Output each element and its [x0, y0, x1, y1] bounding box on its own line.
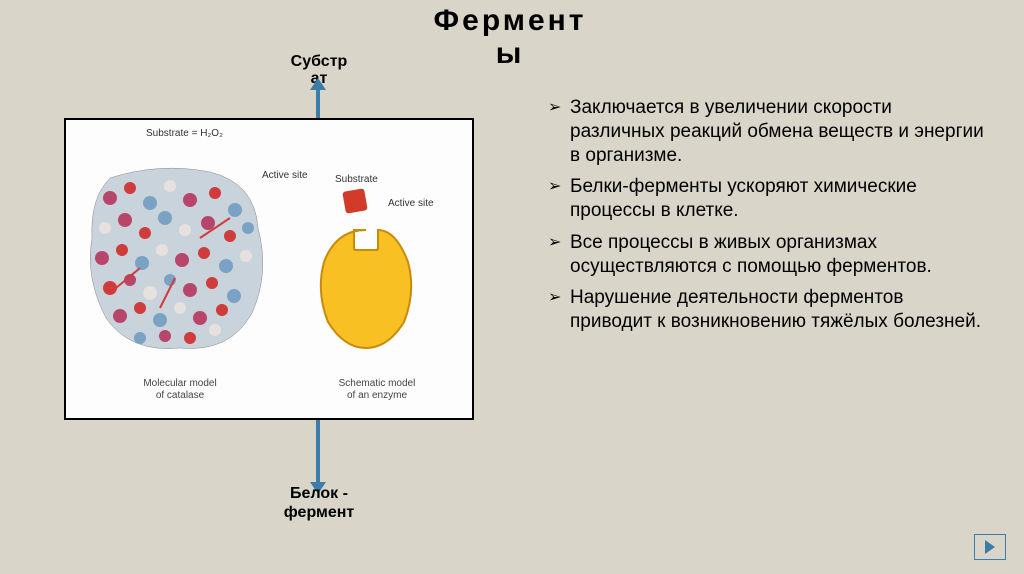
bullet-item: Белки-ферменты ускоряют химические проце… [548, 175, 988, 223]
substrate-icon [342, 188, 367, 213]
bullet-item: Нарушение деятельности ферментов приводи… [548, 286, 988, 334]
bullet-item: Заключается в увеличении скорости различ… [548, 96, 988, 167]
active-site-label-1: Active site [262, 170, 308, 181]
active-site-label-2: Active site [388, 198, 434, 209]
diagram-substrate-formula: Substrate = H₂O₂ [146, 128, 223, 139]
protein-enzyme-label: Белок -фермент [274, 484, 364, 522]
slide: Ферменты Субстрат Substrate = H₂O₂ [0, 0, 1024, 574]
enzyme-diagram: Substrate = H₂O₂ [64, 118, 474, 420]
bullet-list: Заключается в увеличении скорости различ… [548, 96, 988, 334]
slide-title: Ферменты [360, 4, 660, 70]
enzyme-icon [316, 222, 416, 350]
bullet-panel: Заключается в увеличении скорости различ… [548, 96, 988, 342]
bullet-item: Все процессы в живых организмах осуществ… [548, 231, 988, 279]
next-button[interactable] [974, 534, 1006, 560]
caption-enzyme: Schematic modelof an enzyme [322, 378, 432, 402]
substrate-small-label: Substrate [335, 174, 378, 185]
molecular-model [80, 158, 270, 358]
caption-molecular: Molecular modelof catalase [120, 378, 240, 402]
